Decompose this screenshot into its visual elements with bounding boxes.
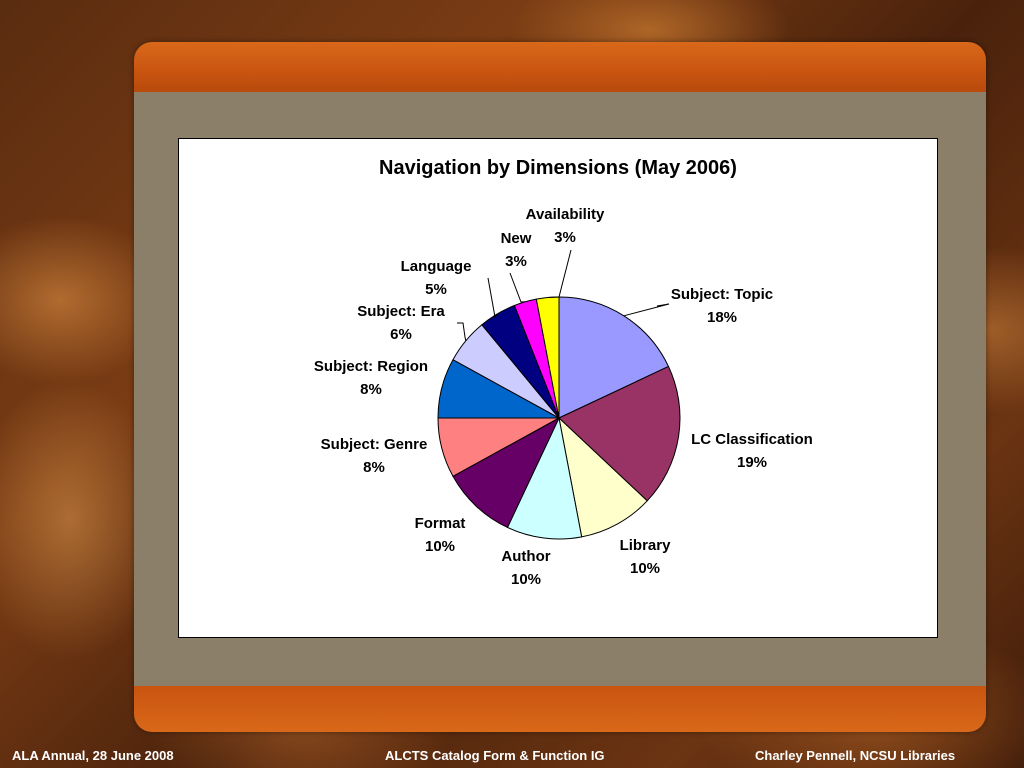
slice-label: LC Classification 19% xyxy=(691,428,813,474)
slice-label-value: 8% xyxy=(360,381,382,398)
slice-label-name: Subject: Region xyxy=(313,358,429,375)
slice-label-value: 18% xyxy=(706,309,738,326)
slice-label-value: 3% xyxy=(505,253,527,270)
slice-label: Subject: Genre 8% xyxy=(321,433,428,479)
slice-label: Language 5% xyxy=(401,255,472,301)
slice-label: Subject: Era 6% xyxy=(357,300,445,346)
frame-top-band xyxy=(134,42,986,92)
pie-slice-lc-classification xyxy=(558,365,681,502)
slice-label-value: 19% xyxy=(736,454,768,471)
footer-left: ALA Annual, 28 June 2008 xyxy=(12,748,174,763)
slice-label-name: Format xyxy=(414,515,466,532)
slice-label-value: 10% xyxy=(629,560,661,577)
pie-slice-format xyxy=(452,416,561,529)
slice-label-name: Library xyxy=(619,537,671,554)
pie-chart xyxy=(437,249,681,540)
pie-slice-subject-topic xyxy=(558,296,670,419)
slice-label: Format 10% xyxy=(415,512,466,558)
leader-line xyxy=(487,277,498,319)
slice-label-name: Subject: Genre xyxy=(320,436,428,453)
chart-title: Navigation by Dimensions (May 2006) xyxy=(379,157,737,179)
slice-label-name: LC Classification xyxy=(691,431,813,448)
slice-label-value: 10% xyxy=(510,571,542,588)
slice-label: New 3% xyxy=(501,227,532,273)
leader-line xyxy=(509,272,526,303)
slice-label-value: 5% xyxy=(425,281,447,298)
leader-line xyxy=(457,322,467,342)
slice-label-name: Author xyxy=(501,548,551,565)
leader-line xyxy=(547,249,572,298)
frame-bottom-band xyxy=(134,686,986,732)
slice-label: Library 10% xyxy=(620,534,671,580)
slice-label: Subject: Topic 18% xyxy=(671,283,773,329)
slice-label-value: 8% xyxy=(363,459,385,476)
slice-label-value: 3% xyxy=(554,229,576,246)
chart-panel: Navigation by Dimensions (May 2006) Subj… xyxy=(178,138,938,638)
pie-slice-author xyxy=(506,416,583,540)
footer-right: Charley Pennell, NCSU Libraries xyxy=(755,748,956,763)
slice-label-value: 10% xyxy=(424,538,456,555)
slice-label-name: Language xyxy=(400,258,472,275)
slice-label: Author 10% xyxy=(501,545,550,591)
leader-line xyxy=(623,303,670,317)
slice-label-value: 6% xyxy=(390,326,412,343)
slice-label-name: New xyxy=(500,230,532,247)
slice-label-name: Subject: Topic xyxy=(670,286,774,303)
slice-label-name: Subject: Era xyxy=(357,303,445,320)
slice-label: Availability 3% xyxy=(526,203,605,249)
footer-center: ALCTS Catalog Form & Function IG xyxy=(385,748,605,763)
slice-label-name: Availability xyxy=(525,206,605,223)
slice-label: Subject: Region 8% xyxy=(314,355,428,401)
pie-slice-library xyxy=(558,416,648,538)
